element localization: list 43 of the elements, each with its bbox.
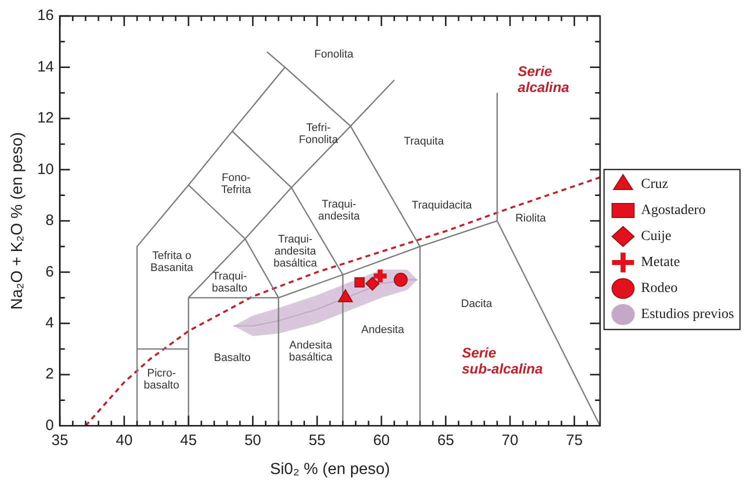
annotation: Dacita: [460, 298, 494, 310]
y-tick-label: 2: [46, 366, 54, 383]
annotation: Tefri- Fonolita: [298, 122, 339, 146]
legend-label: Cuije: [641, 229, 672, 244]
annotation: Traqui- andesita basáltica: [274, 234, 318, 270]
x-tick-label: 70: [502, 432, 518, 449]
x-tick-label: 60: [373, 432, 390, 449]
annotation: Andesita basáltica: [288, 340, 334, 364]
annotation: Serie alcalina: [518, 62, 570, 95]
annotation: Andesita: [361, 324, 405, 336]
legend-label: Estudios previos: [641, 307, 734, 322]
x-axis-title: Si0₂ % (en peso): [270, 460, 390, 478]
annotation: Basalto: [214, 352, 251, 364]
y-tick-label: 16: [37, 7, 54, 24]
x-tick-label: 35: [52, 432, 68, 449]
x-tick-label: 65: [437, 432, 454, 449]
x-tick-label: 75: [566, 432, 583, 449]
y-tick-label: 10: [37, 160, 54, 178]
x-tick-label: 55: [308, 432, 326, 449]
y-tick-label: 8: [46, 212, 54, 230]
legend-label: Agostadero: [641, 203, 706, 218]
x-tick-label: 40: [116, 432, 133, 449]
y-tick-label: 14: [37, 58, 54, 76]
annotation: Picro- basalto: [144, 368, 180, 392]
x-tick-label: 45: [180, 432, 197, 449]
y-axis-title: Na₂O + K₂O % (en peso): [9, 132, 26, 310]
annotation: Traqui- andesita: [318, 198, 361, 223]
annotation: Serie sub-alcalina: [462, 344, 543, 377]
y-tick-label: 4: [46, 314, 54, 332]
annotation: Fono- Tefrita: [221, 172, 252, 196]
x-tick-label: 50: [244, 432, 262, 449]
y-tick-label: 6: [46, 263, 54, 280]
annotation: Riolita: [515, 212, 547, 224]
annotation: Traquita: [404, 136, 445, 148]
legend-label: Cruz: [641, 177, 668, 192]
annotation: Fonolita: [314, 48, 354, 60]
annotation: Traquidacita: [412, 200, 473, 212]
y-tick-label: 12: [37, 110, 54, 127]
legend-label: Rodeo: [641, 281, 678, 296]
annotation: Traqui- basalto: [212, 270, 248, 294]
y-tick-label: 0: [46, 416, 54, 434]
annotation: Tefrita o Basanita: [150, 250, 194, 274]
legend-label: Metate: [641, 255, 680, 270]
